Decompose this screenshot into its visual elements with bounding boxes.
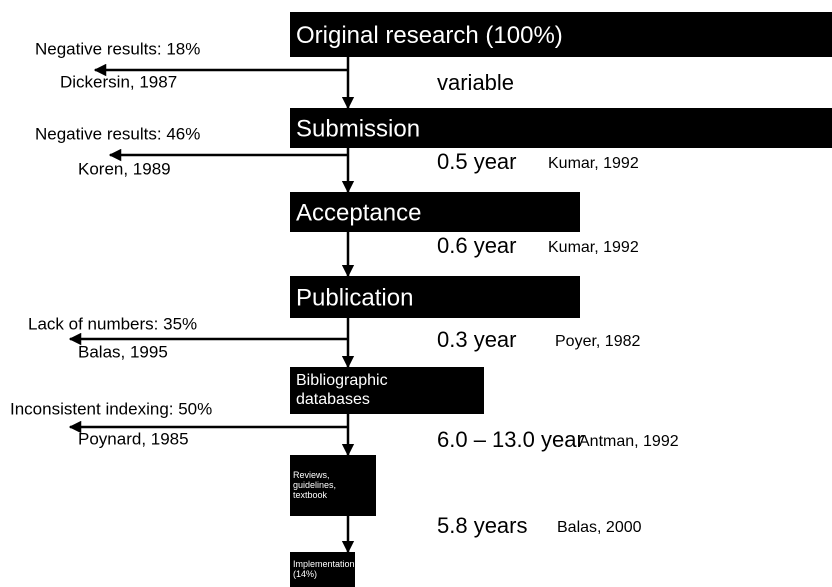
loss-citation: Balas, 1995 (78, 342, 168, 361)
stage-box (290, 12, 832, 57)
flow: Original research (100%) Submission Accept… (10, 12, 832, 587)
loss-citation: Koren, 1989 (78, 159, 171, 178)
stage-label: guidelines, (293, 480, 336, 490)
interval-citation: Kumar, 1992 (548, 155, 639, 172)
interval-citation: Antman, 1992 (579, 433, 679, 450)
stage-box (290, 192, 580, 232)
interval-time: 6.0 – 13.0 year (437, 427, 584, 452)
loss-label: Inconsistent indexing: 50% (10, 399, 212, 418)
stage-box (290, 276, 580, 318)
stage-box (290, 367, 484, 414)
loss-citation: Dickersin, 1987 (60, 72, 177, 91)
stage-label: Reviews, (293, 470, 330, 480)
stage-label: textbook (293, 490, 328, 500)
stage-box (290, 552, 355, 587)
interval-citation: Poyer, 1982 (555, 333, 641, 350)
stage-label: Original research (100%) (296, 22, 563, 49)
loss-label: Lack of numbers: 35% (28, 314, 197, 333)
interval-time: variable (437, 70, 514, 95)
interval-time: 0.3 year (437, 327, 517, 352)
interval-time: 0.6 year (437, 233, 517, 258)
stage-label: Bibliographic (296, 372, 388, 389)
stage-label: Implementation (293, 559, 355, 569)
interval-time: 5.8 years (437, 513, 528, 538)
stage-box (290, 455, 376, 516)
stage-label: (14%) (293, 569, 317, 579)
loss-citation: Poynard, 1985 (78, 429, 189, 448)
stage-label: databases (296, 391, 370, 408)
stage-label: Acceptance (296, 199, 421, 226)
loss-label: Negative results: 18% (35, 39, 200, 58)
stage-box (290, 108, 832, 148)
loss-label: Negative results: 46% (35, 124, 200, 143)
stage-label: Publication (296, 284, 413, 311)
interval-time: 0.5 year (437, 149, 517, 174)
stage-label: Submission (296, 115, 420, 142)
interval-citation: Kumar, 1992 (548, 239, 639, 256)
interval-citation: Balas, 2000 (557, 519, 642, 536)
